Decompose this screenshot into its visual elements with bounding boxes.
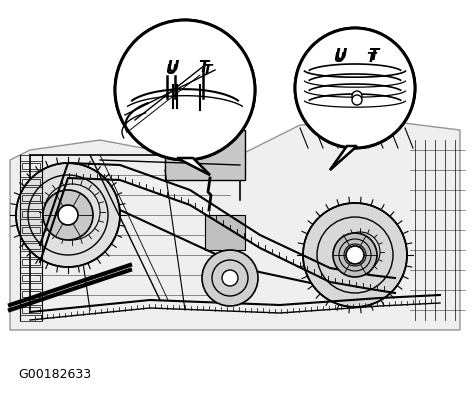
Polygon shape: [10, 120, 460, 330]
Text: G00182633: G00182633: [18, 369, 91, 381]
Text: T: T: [368, 48, 378, 63]
Bar: [22, 259, 40, 265]
Text: U: U: [167, 61, 179, 76]
Bar: [22, 275, 40, 281]
Circle shape: [352, 91, 362, 101]
Polygon shape: [177, 158, 210, 175]
Circle shape: [115, 20, 255, 160]
Bar: [22, 243, 40, 249]
Bar: [20, 299, 42, 305]
Circle shape: [346, 246, 364, 264]
Text: U: U: [165, 63, 177, 77]
Bar: [20, 155, 42, 161]
FancyBboxPatch shape: [165, 130, 245, 180]
Bar: [20, 187, 42, 193]
Circle shape: [295, 28, 415, 148]
Bar: [20, 219, 42, 225]
Bar: [22, 195, 40, 201]
Bar: [20, 283, 42, 289]
Bar: [20, 171, 42, 177]
Circle shape: [202, 250, 258, 306]
Circle shape: [58, 205, 78, 225]
Circle shape: [333, 233, 377, 277]
Bar: [22, 227, 40, 233]
Text: T: T: [366, 51, 376, 65]
Circle shape: [115, 20, 255, 160]
Circle shape: [303, 203, 407, 307]
Bar: [205, 215, 245, 250]
Circle shape: [16, 163, 120, 267]
Text: U: U: [335, 48, 347, 63]
Polygon shape: [330, 146, 357, 170]
Polygon shape: [177, 158, 210, 175]
Bar: [22, 291, 40, 297]
Bar: [22, 163, 40, 169]
Bar: [22, 211, 40, 217]
Bar: [20, 251, 42, 257]
Bar: [22, 179, 40, 185]
Bar: [20, 315, 42, 321]
Bar: [20, 203, 42, 209]
Bar: [22, 307, 40, 313]
Circle shape: [295, 28, 415, 148]
Text: T: T: [198, 61, 208, 76]
Circle shape: [352, 95, 362, 105]
Text: T: T: [202, 63, 212, 77]
Bar: [20, 267, 42, 273]
Bar: [20, 235, 42, 241]
Circle shape: [222, 270, 238, 286]
Polygon shape: [330, 146, 357, 170]
Text: U: U: [333, 51, 345, 65]
Circle shape: [43, 190, 93, 240]
